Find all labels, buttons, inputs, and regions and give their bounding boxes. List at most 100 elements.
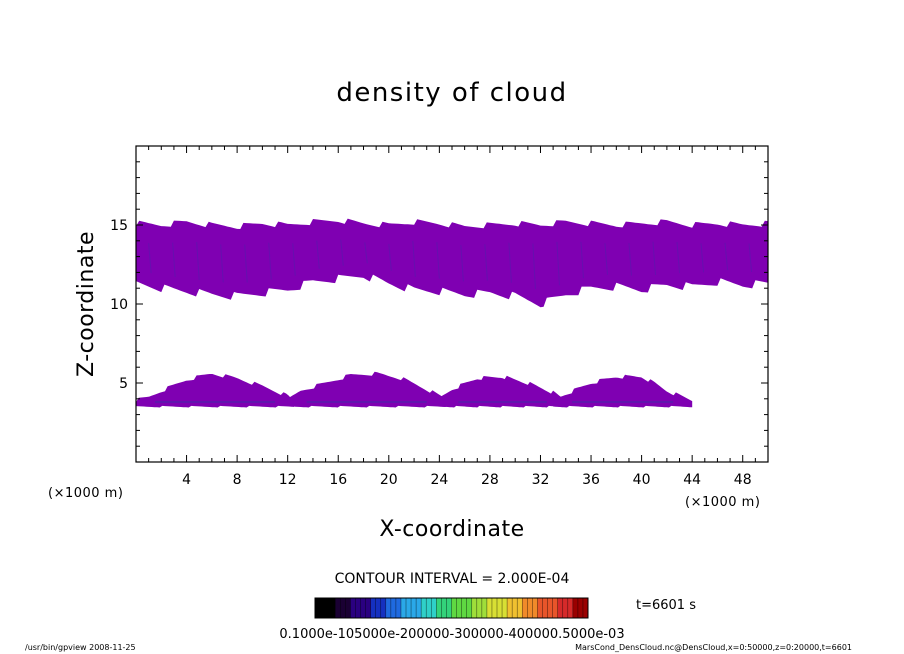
colorbar-segment [491, 598, 498, 618]
y-axis-unit: (×1000 m) [48, 486, 123, 501]
upper-layer-streak [340, 239, 344, 266]
upper-layer-streak [484, 244, 488, 281]
upper-layer-streak [532, 243, 536, 290]
plot-area [135, 145, 769, 463]
upper-layer-streak [628, 243, 632, 276]
colorbar-segment [507, 598, 513, 618]
upper-layer-streak [244, 244, 248, 283]
colorbar-segment [421, 598, 427, 618]
x-tick-label: 44 [683, 472, 701, 488]
x-tick-label: 40 [633, 472, 651, 488]
upper-layer-streak [148, 243, 152, 274]
colorbar [314, 597, 589, 619]
lower-cloud-4 [553, 374, 693, 408]
colorbar-segment [355, 598, 361, 618]
colorbar-segment [345, 598, 351, 618]
upper-layer-streak [508, 242, 512, 283]
colorbar-segment [476, 598, 483, 618]
x-tick-label: 36 [582, 472, 600, 488]
upper-layer-streak [556, 241, 560, 286]
time-label: t=6601 s [636, 598, 696, 613]
colorbar-segment [572, 598, 579, 618]
colorbar-segment [446, 598, 452, 618]
colorbar-segment [350, 598, 356, 618]
chart-title: density of cloud [336, 78, 567, 108]
colorbar-segment [461, 598, 468, 618]
colorbar-segment [406, 598, 412, 618]
upper-layer-streak [700, 243, 705, 273]
upper-layer-streak [676, 242, 681, 274]
colorbar-frame [314, 597, 589, 619]
colorbar-segment [325, 598, 331, 618]
colorbar-segment [557, 598, 564, 618]
colorbar-segment [416, 598, 422, 618]
colorbar-segment [502, 598, 508, 618]
lower-cloud-2 [287, 371, 446, 408]
colorbar-segment [456, 598, 463, 618]
colorbar-segment [426, 598, 432, 618]
colorbar-segment [315, 598, 321, 618]
upper-layer-streak [172, 242, 176, 278]
colorbar-segment [537, 598, 543, 618]
y-tick-label: 15 [110, 218, 128, 234]
upper-layer-streak [580, 241, 584, 279]
y-tick-label: 5 [119, 376, 128, 392]
colorbar-segment [340, 598, 346, 618]
colorbar-segment [542, 598, 549, 618]
colorbar-segment [330, 598, 336, 618]
x-tick-label: 12 [279, 472, 297, 488]
y-tick-labels: 5 10 15 [110, 218, 128, 392]
upper-layer-streak [412, 240, 416, 277]
colorbar-segment [400, 598, 407, 618]
plot-frame [135, 145, 769, 463]
x-tick-label: 48 [734, 472, 752, 488]
colorbar-segment [411, 598, 417, 618]
colorbar-tick-labels: 0.1000e-105000e-200000-300000-400000.500… [279, 627, 624, 642]
colorbar-segment [582, 598, 589, 618]
x-tick-labels: 4 8 12 16 20 24 28 32 36 40 44 48 [182, 472, 752, 488]
contour-interval-label: CONTOUR INTERVAL = 2.000E-04 [335, 571, 570, 587]
lower-cloud-3 [439, 375, 566, 408]
upper-cloud-layer [136, 218, 768, 308]
footer-right: MarsCond_DensCloud.nc@DensCloud,x=0:5000… [575, 643, 852, 652]
x-tick-label: 28 [481, 472, 499, 488]
x-tick-label: 32 [532, 472, 550, 488]
colorbar-segment [567, 598, 574, 618]
y-tick-label: 10 [110, 297, 128, 313]
upper-layer-streak [292, 243, 296, 276]
upper-layer-streak [724, 242, 729, 271]
colorbar-segment [370, 598, 377, 618]
colorbar-segment [320, 598, 326, 618]
colorbar-segment [512, 598, 518, 618]
colorbar-segment [481, 598, 488, 618]
upper-layer-streak [436, 242, 440, 279]
x-tick-label: 20 [380, 472, 398, 488]
colorbar-segment [441, 598, 447, 618]
lower-cloud-1 [136, 374, 294, 408]
x-tick-label: 8 [233, 472, 242, 488]
upper-layer-streak [604, 243, 608, 275]
colorbar-segment [360, 598, 367, 618]
x-tick-label: 16 [329, 472, 347, 488]
colorbar-segment [385, 598, 392, 618]
upper-layer-streak [652, 241, 657, 276]
colorbar-segment [497, 598, 503, 618]
cloud-density-field [136, 218, 768, 408]
colorbar-segment [562, 598, 569, 618]
colorbar-segment [486, 598, 493, 618]
colorbar-segment [451, 598, 458, 618]
x-axis-unit: (×1000 m) [685, 495, 760, 510]
upper-layer-streak [268, 242, 272, 280]
upper-layer-streak [460, 245, 464, 282]
upper-layer-streak [364, 242, 368, 264]
colorbar-segment [395, 598, 402, 618]
upper-layer-streak [388, 243, 392, 271]
colorbar-segment [522, 598, 528, 618]
x-axis-title: X-coordinate [379, 517, 524, 542]
x-tick-label: 4 [182, 472, 191, 488]
upper-layer-streak [220, 244, 224, 283]
colorbar-segment [527, 598, 533, 618]
colorbar-segment [532, 598, 538, 618]
colorbar-segment [380, 598, 387, 618]
